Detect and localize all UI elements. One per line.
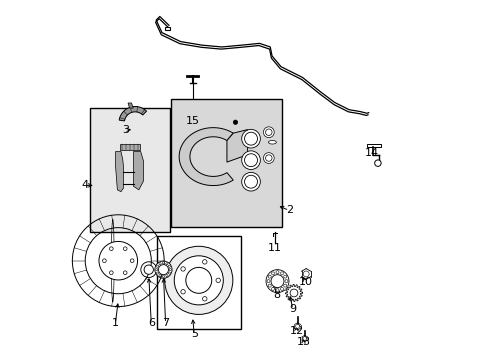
Polygon shape [133, 152, 143, 190]
Ellipse shape [268, 140, 276, 144]
Circle shape [162, 275, 164, 278]
Circle shape [244, 132, 257, 145]
Circle shape [169, 269, 171, 271]
Circle shape [280, 272, 283, 275]
Circle shape [244, 154, 257, 167]
Text: 14: 14 [364, 148, 378, 158]
Circle shape [202, 260, 206, 264]
Text: 4: 4 [81, 180, 88, 190]
Text: 8: 8 [273, 290, 280, 300]
Circle shape [270, 275, 284, 288]
Bar [120, 144, 140, 150]
Circle shape [268, 275, 271, 278]
Text: 6: 6 [147, 319, 154, 328]
Circle shape [241, 172, 260, 191]
Circle shape [244, 175, 257, 188]
Bar [156, 235, 241, 329]
Circle shape [109, 271, 113, 275]
Circle shape [123, 247, 127, 251]
Circle shape [156, 272, 158, 274]
Circle shape [295, 324, 299, 328]
Circle shape [289, 289, 297, 297]
Circle shape [99, 242, 137, 280]
Polygon shape [226, 130, 247, 162]
Circle shape [162, 262, 164, 264]
Circle shape [265, 129, 271, 135]
Circle shape [241, 129, 260, 148]
Circle shape [275, 271, 279, 274]
Circle shape [159, 274, 161, 276]
Circle shape [263, 127, 274, 138]
Circle shape [158, 265, 168, 275]
Circle shape [303, 337, 306, 340]
Text: 11: 11 [267, 243, 282, 253]
Text: 1: 1 [112, 319, 119, 328]
Circle shape [130, 259, 134, 262]
Circle shape [271, 287, 274, 291]
Circle shape [265, 155, 271, 161]
Text: 12: 12 [289, 325, 303, 336]
Circle shape [123, 271, 127, 275]
Circle shape [283, 284, 286, 287]
Circle shape [185, 267, 211, 293]
Bar [89, 108, 170, 232]
Circle shape [283, 275, 286, 278]
Text: 2: 2 [285, 206, 292, 216]
Bar [164, 27, 169, 30]
Polygon shape [285, 284, 302, 302]
Circle shape [266, 280, 269, 283]
Circle shape [285, 280, 287, 283]
Circle shape [159, 263, 161, 265]
Circle shape [155, 261, 172, 278]
Text: 3: 3 [122, 125, 129, 135]
Circle shape [275, 289, 279, 292]
Text: 10: 10 [298, 277, 312, 287]
Polygon shape [115, 152, 123, 192]
Circle shape [168, 265, 170, 267]
Circle shape [155, 269, 158, 271]
Circle shape [181, 267, 185, 271]
Polygon shape [119, 107, 146, 121]
Polygon shape [179, 128, 233, 185]
Circle shape [181, 289, 185, 294]
Circle shape [144, 265, 153, 274]
Text: 15: 15 [185, 116, 199, 126]
Circle shape [271, 272, 274, 275]
Circle shape [168, 272, 170, 274]
Bar [366, 144, 381, 147]
Circle shape [141, 262, 156, 278]
Circle shape [374, 160, 380, 166]
Circle shape [233, 120, 237, 124]
Bar [171, 99, 282, 226]
Text: 7: 7 [162, 319, 169, 328]
Circle shape [303, 271, 308, 277]
Circle shape [165, 274, 167, 276]
Circle shape [109, 247, 113, 251]
Circle shape [216, 278, 220, 283]
Circle shape [156, 265, 158, 267]
Circle shape [174, 256, 223, 305]
Text: 13: 13 [296, 337, 310, 347]
Circle shape [265, 270, 288, 293]
Text: 5: 5 [190, 329, 197, 339]
Circle shape [202, 297, 206, 301]
Polygon shape [128, 103, 133, 108]
Circle shape [165, 263, 167, 265]
Text: 9: 9 [289, 304, 296, 314]
Circle shape [102, 259, 106, 262]
Circle shape [268, 284, 271, 287]
Circle shape [263, 153, 274, 163]
Circle shape [241, 151, 260, 170]
Circle shape [280, 287, 283, 291]
Circle shape [164, 246, 232, 314]
